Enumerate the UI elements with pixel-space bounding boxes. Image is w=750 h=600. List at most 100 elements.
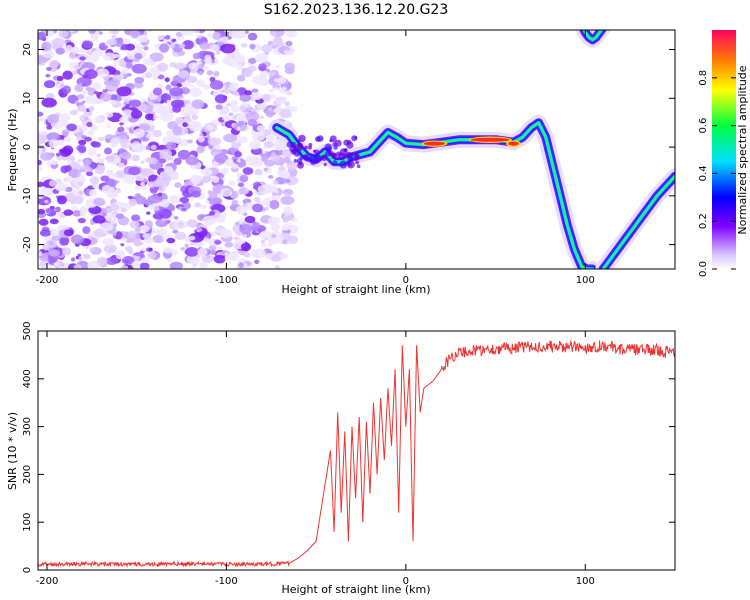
noise-blob [214,225,227,235]
noise-blob [228,99,239,109]
noise-blob [38,54,45,65]
noise-blob [236,126,241,131]
noise-blob [198,70,204,76]
noise-blob [152,87,163,96]
noise-blob [120,243,125,247]
noise-blob [109,78,121,87]
trace-speckle [323,162,327,167]
noise-blob [166,237,176,244]
noise-blob [159,43,170,53]
noise-blob [118,162,125,169]
noise-blob [70,257,76,262]
spectrogram-x-axis-label: Height of straight line (km) [281,283,430,296]
trace-speckle [313,149,320,155]
noise-blob [59,236,70,246]
noise-blob [102,237,115,246]
noise-blob [270,222,281,233]
noise-blob [151,70,161,78]
noise-blob [84,69,98,80]
noise-blob [93,91,99,95]
noise-blob [43,50,56,59]
snr-y-tick-label: 500 [22,321,33,340]
noise-blob [38,117,44,122]
noise-blob [44,199,49,204]
noise-blob [289,106,298,112]
noise-blob [131,63,147,74]
noise-blob [92,49,103,58]
noise-blob [194,87,200,93]
noise-blob [209,79,224,90]
noise-blob [285,40,293,47]
noise-blob [115,213,125,220]
noise-blob [41,41,52,51]
noise-blob [207,197,211,201]
noise-blob [38,250,43,257]
noise-blob [213,254,226,264]
noise-blob [171,38,177,42]
noise-blob [118,131,129,140]
noise-blob [46,66,52,71]
noise-blob [247,32,258,41]
noise-blob [58,139,64,144]
noise-blob [106,154,121,165]
noise-blob [271,194,278,200]
noise-blob [158,158,167,164]
noise-blob [132,238,142,247]
noise-blob [38,218,49,226]
noise-blob [178,69,190,79]
noise-blob [173,216,179,220]
noise-blob [190,190,201,198]
noise-blob [110,137,120,146]
noise-blob [271,254,278,261]
noise-blob [131,143,146,153]
noise-blob [237,74,246,82]
noise-blob [84,136,92,142]
noise-blob [235,238,245,245]
noise-blob [179,196,190,204]
snr-x-tick-label: -200 [36,576,59,587]
noise-blob [57,265,64,269]
noise-blob [169,261,183,269]
noise-blob [184,243,189,249]
noise-blob [196,145,205,154]
noise-blob [66,155,76,162]
noise-blob [89,247,95,252]
noise-blob [244,215,256,224]
noise-blob [278,108,292,119]
noise-blob [107,39,117,46]
noise-blob [279,252,288,260]
noise-blob [280,195,295,205]
noise-blob [145,145,151,151]
secondary-trace-0-core [583,30,603,41]
noise-blob [204,54,212,61]
noise-blob [38,181,45,188]
noise-blob [71,205,78,212]
noise-blob [228,112,234,117]
noise-blob [236,159,241,163]
noise-blob [249,43,256,50]
noise-blob [283,156,291,164]
noise-blob [259,70,269,79]
noise-blob [252,203,264,213]
noise-blob [66,123,78,132]
noise-blob [197,228,203,232]
noise-blob [129,180,135,185]
noise-blob [59,80,65,85]
trace-speckle [320,154,328,162]
noise-blob [116,86,132,97]
noise-blob [231,30,246,39]
noise-blob [148,247,153,252]
noise-blob [208,245,217,251]
noise-blob [265,135,276,142]
noise-blob [48,180,57,187]
noise-blob [91,82,102,90]
noise-blob [45,93,55,99]
noise-blob [59,112,71,123]
noise-blob [96,68,110,78]
spectrogram-x-tick-label: -100 [215,275,238,286]
noise-blob [85,50,94,56]
noise-blob [239,136,249,144]
noise-blob [165,141,177,151]
noise-blob [201,254,214,263]
